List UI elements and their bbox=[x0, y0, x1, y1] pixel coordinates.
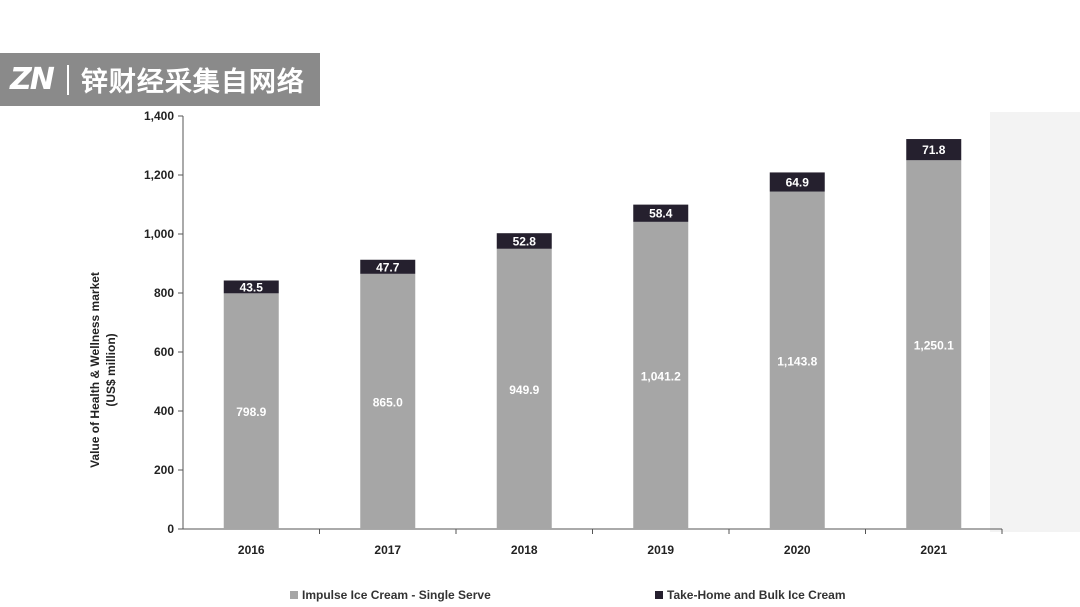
y-tick-label: 1,400 bbox=[144, 109, 174, 123]
data-label-take-home-2019: 58.4 bbox=[649, 207, 673, 221]
bar-impulse-2017 bbox=[360, 273, 416, 529]
data-label-impulse-2018: 949.9 bbox=[509, 383, 539, 397]
legend-item-impulse: Impulse Ice Cream - Single Serve bbox=[290, 588, 491, 602]
data-label-take-home-2020: 64.9 bbox=[786, 176, 810, 190]
y-tick-label: 200 bbox=[154, 463, 174, 477]
data-label-impulse-2019: 1,041.2 bbox=[641, 369, 681, 383]
bar-take-home-2021 bbox=[906, 139, 962, 161]
data-label-impulse-2016: 798.9 bbox=[236, 405, 266, 419]
y-axis-label-line1: Value of Health & Wellness market bbox=[88, 272, 102, 468]
background-panel bbox=[990, 112, 1080, 532]
y-tick-label: 1,000 bbox=[144, 227, 174, 241]
x-tick-label-2019: 2019 bbox=[647, 543, 674, 557]
bar-take-home-2018 bbox=[496, 233, 552, 249]
watermark-text: 锌财经采集自网络 bbox=[80, 67, 305, 98]
y-tick-label: 0 bbox=[167, 522, 174, 536]
legend-label-impulse: Impulse Ice Cream - Single Serve bbox=[302, 588, 491, 602]
y-tick-label: 600 bbox=[154, 345, 174, 359]
bar-take-home-2016 bbox=[223, 280, 279, 294]
bar-take-home-2019 bbox=[633, 204, 689, 222]
watermark-divider bbox=[66, 64, 69, 95]
data-label-take-home-2018: 52.8 bbox=[513, 234, 537, 248]
data-label-take-home-2021: 71.8 bbox=[922, 143, 946, 157]
data-label-take-home-2016: 43.5 bbox=[240, 280, 264, 294]
y-axis-label: Value of Health & Wellness market (US$ m… bbox=[87, 272, 119, 468]
x-tick-label-2016: 2016 bbox=[238, 543, 265, 557]
bar-take-home-2020 bbox=[769, 172, 825, 192]
y-axis-label-line2: (US$ million) bbox=[104, 333, 118, 407]
data-label-take-home-2017: 47.7 bbox=[376, 260, 400, 274]
legend-swatch-take-home bbox=[655, 591, 663, 599]
bar-impulse-2019 bbox=[633, 221, 689, 529]
bar-take-home-2017 bbox=[360, 259, 416, 274]
data-label-impulse-2017: 865.0 bbox=[373, 395, 403, 409]
legend-item-take-home: Take-Home and Bulk Ice Cream bbox=[655, 588, 846, 602]
y-tick-label: 1,200 bbox=[144, 168, 174, 182]
data-label-impulse-2021: 1,250.1 bbox=[914, 339, 954, 353]
bar-impulse-2018 bbox=[496, 248, 552, 530]
bar-impulse-2016 bbox=[223, 293, 279, 529]
x-tick-label-2020: 2020 bbox=[784, 543, 811, 557]
y-tick-label: 800 bbox=[154, 286, 174, 300]
bar-impulse-2020 bbox=[769, 191, 825, 530]
y-tick-label: 400 bbox=[154, 404, 174, 418]
legend-label-take-home: Take-Home and Bulk Ice Cream bbox=[667, 588, 846, 602]
data-label-impulse-2020: 1,143.8 bbox=[777, 354, 817, 368]
x-tick-label-2017: 2017 bbox=[374, 543, 401, 557]
x-tick-label-2021: 2021 bbox=[920, 543, 947, 557]
bar-impulse-2021 bbox=[906, 160, 962, 529]
watermark-logo: ZN bbox=[10, 62, 55, 97]
legend-swatch-impulse bbox=[290, 591, 298, 599]
x-tick-label-2018: 2018 bbox=[511, 543, 538, 557]
watermark-banner: ZN 锌财经采集自网络 bbox=[0, 53, 320, 106]
